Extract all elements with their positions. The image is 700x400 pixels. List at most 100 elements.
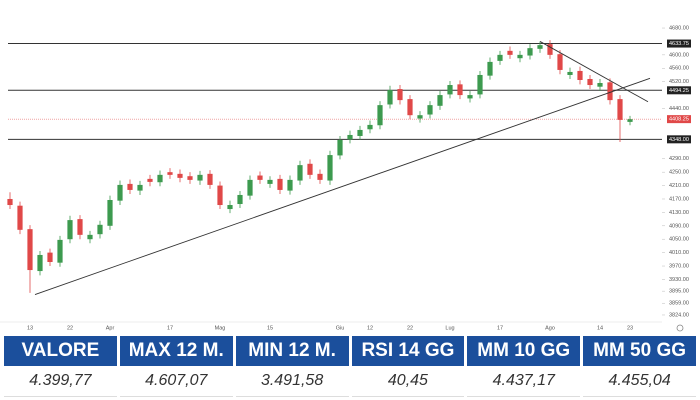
table-cell: 4.437,17 bbox=[467, 366, 581, 397]
y-tick-label: 4010.00 bbox=[669, 250, 689, 256]
candle-body bbox=[487, 61, 493, 76]
candle-body bbox=[177, 173, 183, 178]
table-header: RSI 14 GG bbox=[351, 336, 465, 366]
y-tick-label: 4680.00 bbox=[669, 25, 689, 31]
y-tick-label: 4250.00 bbox=[669, 170, 689, 176]
candle-body bbox=[167, 172, 173, 175]
y-tick-label: 4440.00 bbox=[669, 106, 689, 112]
chart: 4680.00 4600.00 4560.00 4520.00 4440.00 4290.… bbox=[0, 25, 691, 332]
candle-body bbox=[567, 71, 573, 75]
x-tick-label: 14 bbox=[597, 325, 603, 331]
table-cell: 4.455,04 bbox=[583, 366, 696, 397]
candle-body bbox=[57, 239, 63, 263]
y-tick-label: 4050.00 bbox=[669, 237, 689, 243]
candle-body bbox=[147, 178, 153, 182]
y-tick-label: 3859.00 bbox=[669, 301, 689, 307]
y-tick-label: 4600.00 bbox=[669, 52, 689, 58]
y-tick-label: 3970.00 bbox=[669, 263, 689, 269]
x-tick-label: 12 bbox=[367, 325, 373, 331]
x-tick-label: Ago bbox=[545, 325, 555, 331]
candle-body bbox=[267, 179, 273, 184]
last-price-box bbox=[667, 115, 691, 124]
x-tick-label: Lug bbox=[445, 325, 454, 331]
candle-body bbox=[17, 205, 23, 230]
candle-body bbox=[367, 124, 373, 130]
level-label-box bbox=[667, 135, 691, 144]
candle-body bbox=[407, 99, 413, 116]
candle-body bbox=[287, 179, 293, 191]
x-tick-label: 13 bbox=[27, 325, 33, 331]
candle-body bbox=[577, 70, 583, 80]
candle-body bbox=[447, 85, 453, 95]
trendline bbox=[539, 41, 649, 103]
table-header: MM 10 GG bbox=[467, 336, 581, 366]
candle-body bbox=[417, 115, 423, 119]
y-tick-label: 4210.00 bbox=[669, 183, 689, 189]
table-header: MIN 12 M. bbox=[235, 336, 349, 366]
candle-body bbox=[357, 129, 363, 136]
candle-body bbox=[597, 83, 603, 87]
candle-body bbox=[347, 134, 353, 140]
level-label-box bbox=[667, 86, 691, 95]
last-price-label: 4408.25 bbox=[669, 117, 689, 123]
candle-body bbox=[547, 44, 553, 55]
candle-body bbox=[217, 185, 223, 206]
trendline bbox=[34, 77, 651, 295]
candle-body bbox=[197, 174, 203, 181]
candle-body bbox=[187, 176, 193, 180]
candle-body bbox=[137, 184, 143, 191]
candle-body bbox=[67, 220, 73, 240]
settings-icon[interactable] bbox=[676, 324, 684, 332]
level-label-box bbox=[667, 39, 691, 48]
x-tick-label: Apr bbox=[106, 325, 115, 331]
candle-body bbox=[457, 84, 463, 96]
candle-body bbox=[437, 95, 443, 106]
table-cell: 40,45 bbox=[351, 366, 465, 397]
candle-body bbox=[127, 183, 133, 190]
candle-body bbox=[427, 105, 433, 115]
candle-body bbox=[307, 163, 313, 175]
candle-body bbox=[537, 45, 543, 49]
candle-body bbox=[607, 82, 613, 101]
level-label: 4494.25 bbox=[669, 88, 689, 94]
stats-table: VALORE MAX 12 M. MIN 12 M. RSI 14 GG MM 10 G… bbox=[4, 336, 696, 397]
x-tick-label: 17 bbox=[167, 325, 173, 331]
candle-body bbox=[27, 229, 33, 271]
candle-body bbox=[557, 54, 563, 70]
candle-body bbox=[117, 184, 123, 201]
candle-body bbox=[587, 78, 593, 86]
x-tick-label: 15 bbox=[267, 325, 273, 331]
table-header: MAX 12 M. bbox=[119, 336, 233, 366]
candle-body bbox=[7, 198, 13, 206]
x-tick-label: 23 bbox=[627, 325, 633, 331]
x-tick-label: Giu bbox=[336, 325, 345, 331]
table-header: VALORE bbox=[4, 336, 117, 366]
candle-body bbox=[47, 252, 53, 263]
y-tick-label: 4170.00 bbox=[669, 196, 689, 202]
table-cell: 3.491,58 bbox=[235, 366, 349, 397]
candle-body bbox=[237, 194, 243, 205]
candle-body bbox=[157, 174, 163, 183]
x-tick-label: Mag bbox=[215, 325, 226, 331]
candle-body bbox=[297, 165, 303, 181]
candle-body bbox=[77, 219, 83, 235]
candle-body bbox=[497, 54, 503, 61]
candle-body bbox=[207, 173, 213, 185]
candle-body bbox=[97, 224, 103, 235]
level-label: 4348.00 bbox=[669, 137, 689, 143]
candle-body bbox=[617, 99, 623, 120]
y-tick-label: 4560.00 bbox=[669, 66, 689, 72]
candle-body bbox=[327, 155, 333, 181]
candle-body bbox=[277, 178, 283, 190]
y-tick-label: 4520.00 bbox=[669, 79, 689, 85]
table-cell: 4.399,77 bbox=[4, 366, 117, 397]
candle-body bbox=[477, 74, 483, 95]
candle-body bbox=[377, 105, 383, 126]
candle-body bbox=[517, 54, 523, 59]
x-tick-label: 22 bbox=[407, 325, 413, 331]
candle-body bbox=[257, 175, 263, 180]
y-tick-label: 4090.00 bbox=[669, 223, 689, 229]
candle-body bbox=[227, 205, 233, 210]
candle-body bbox=[467, 95, 473, 99]
